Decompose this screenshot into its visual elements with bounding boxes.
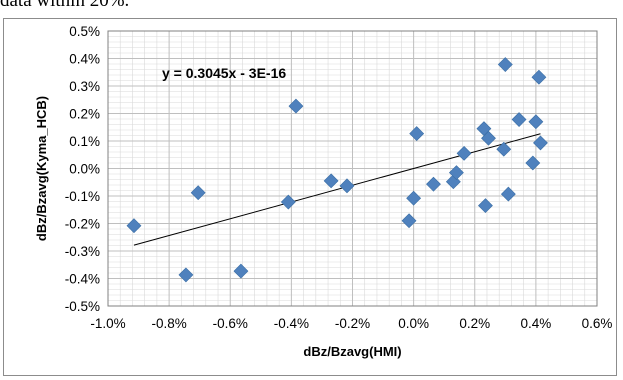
y-tick-label: 0.5%	[69, 24, 100, 39]
data-point-diamond	[497, 57, 513, 72]
data-point-diamond	[481, 130, 496, 146]
data-point-diamond	[528, 114, 544, 130]
y-tick-label: -0.4%	[65, 272, 100, 287]
data-point-diamond	[288, 98, 304, 114]
x-tick-label: -0.8%	[151, 316, 186, 331]
chart-frame: -1.0% -0.8% -0.6% -0.4% -0.2% 0.0% 0.2% 0.4% 0.6…	[3, 18, 617, 376]
data-point-diamond	[178, 267, 194, 283]
y-tick-label: -0.5%	[65, 299, 100, 314]
data-point-diamond	[531, 69, 547, 85]
plot-area-border	[107, 30, 598, 307]
scatter-chart: -1.0% -0.8% -0.6% -0.4% -0.2% 0.0% 0.2% 0.4% 0.6…	[34, 24, 613, 359]
x-axis-title: dBz/Bzavg(HMI)	[303, 344, 401, 359]
data-point-diamond	[496, 141, 512, 157]
data-point-diamond	[533, 135, 548, 151]
x-tick-label: 0.6%	[582, 316, 613, 331]
caption-text: data within 20%.	[0, 0, 130, 11]
x-tick-label: -0.2%	[335, 316, 370, 331]
data-point-diamond	[426, 176, 441, 192]
data-point-diamond	[190, 185, 206, 201]
data-point-diamond	[406, 190, 422, 206]
data-point-diamond	[323, 173, 339, 189]
x-tick-label: -0.4%	[274, 316, 309, 331]
data-point-diamond	[233, 263, 249, 279]
y-tick-label: 0.1%	[69, 134, 100, 149]
data-point-diamond	[456, 145, 472, 161]
x-tick-label: -1.0%	[90, 316, 125, 331]
x-tick-label: 0.0%	[398, 316, 429, 331]
y-tick-label: 0.0%	[69, 162, 100, 177]
y-axis-title: dBz/Bzavg(Kyma_HCB)	[34, 96, 49, 241]
x-tick-label: 0.4%	[520, 316, 551, 331]
y-tick-label: 0.4%	[69, 52, 100, 67]
y-tick-label: -0.1%	[65, 189, 100, 204]
data-point-diamond	[339, 178, 355, 194]
data-point-diamond	[409, 126, 425, 141]
x-tick-label: -0.6%	[213, 316, 248, 331]
data-points	[126, 57, 548, 283]
y-tick-label: -0.3%	[65, 244, 100, 259]
y-tick-label: 0.2%	[69, 107, 100, 122]
data-point-diamond	[500, 186, 516, 202]
trendline	[133, 133, 541, 246]
y-tick-label: 0.3%	[69, 79, 100, 94]
data-point-diamond	[525, 155, 541, 171]
grid	[107, 30, 598, 307]
data-point-diamond	[511, 112, 527, 127]
data-point-diamond	[448, 165, 464, 181]
data-point-diamond	[280, 194, 296, 210]
trendline-equation-label: y = 0.3045x - 3E-16	[162, 65, 286, 81]
data-point-diamond	[126, 218, 142, 234]
data-point-diamond	[401, 213, 417, 229]
y-tick-label: -0.2%	[65, 217, 100, 232]
axes: -1.0% -0.8% -0.6% -0.4% -0.2% 0.0% 0.2% 0.4% 0.6…	[65, 24, 613, 331]
data-point-diamond	[478, 198, 493, 214]
x-tick-label: 0.2%	[459, 316, 490, 331]
